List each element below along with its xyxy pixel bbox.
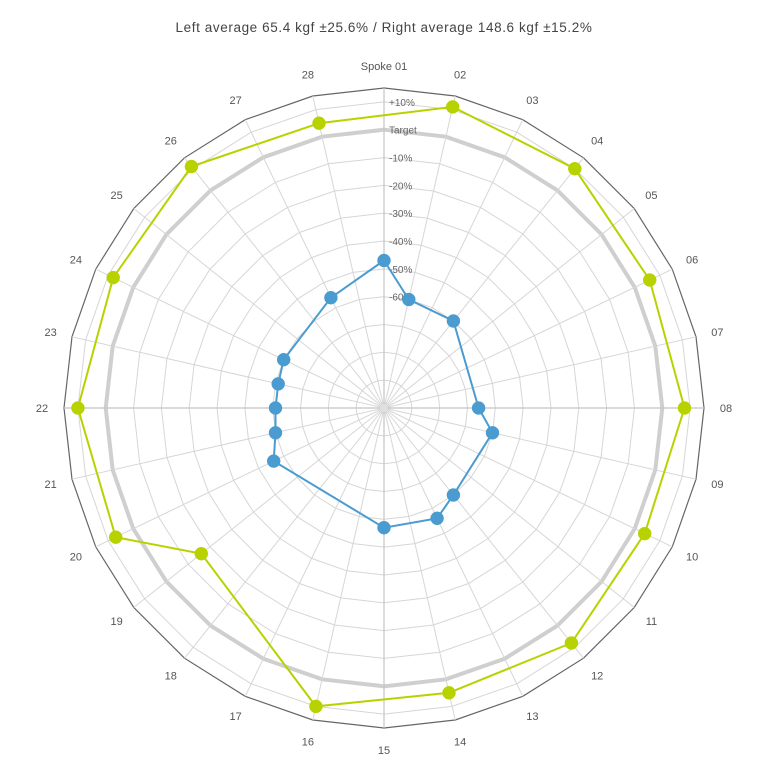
spoke-label: 12: [591, 670, 603, 682]
spoke-label: 10: [686, 551, 698, 563]
spoke-label: 23: [44, 327, 56, 339]
spoke-line: [312, 407, 385, 721]
series-1-point: [485, 426, 500, 440]
series-1-point: [271, 377, 285, 391]
series-2-point: [194, 546, 209, 561]
spoke-label: 14: [454, 736, 466, 748]
scale-label: +10%: [389, 98, 415, 109]
series-2-point: [642, 273, 657, 287]
series-2-point: [312, 116, 326, 130]
spoke-label: 11: [646, 616, 657, 628]
spoke-line: [383, 407, 635, 608]
spoke-line: [383, 336, 697, 409]
spoke-label: 20: [70, 551, 82, 563]
spoke-line: [383, 407, 456, 721]
spoke-label: 27: [229, 95, 241, 107]
spoke-line: [184, 157, 385, 409]
series-2-point: [568, 161, 582, 176]
spoke-line: [383, 95, 456, 409]
series-1-point: [276, 352, 291, 367]
spoke-line: [95, 407, 385, 548]
series-1-point: [324, 290, 338, 305]
series-1-point: [268, 401, 283, 415]
series-2-point: [564, 636, 579, 650]
spoke-line: [383, 407, 697, 480]
series-2-point: [442, 686, 456, 700]
spoke-label: 19: [110, 616, 122, 628]
chart-title: Left average 65.4 kgf ±25.6% / Right ave…: [175, 20, 593, 35]
spoke-label: 18: [165, 670, 177, 682]
spoke-label: 05: [645, 190, 657, 202]
scale-label: -50%: [389, 265, 412, 276]
series-1-point: [377, 253, 391, 268]
spoke-label: Spoke 01: [361, 61, 407, 73]
spoke-label: 21: [44, 479, 56, 491]
series-2-point: [677, 401, 692, 415]
series-1-point: [446, 314, 461, 328]
scale-label: -30%: [389, 209, 412, 220]
scale-label: -10%: [389, 154, 412, 165]
series-1-point: [377, 520, 391, 535]
spoke-label: 22: [36, 403, 48, 415]
series-2-point: [309, 699, 323, 714]
scale-label: -60%: [389, 293, 412, 304]
spoke-label: 13: [526, 711, 538, 723]
series-1-point: [471, 401, 486, 415]
series-1-point: [446, 488, 461, 502]
spoke-label: 16: [302, 736, 314, 748]
spoke-line: [383, 407, 584, 659]
center-dot: [380, 404, 388, 412]
spoke-line: [383, 119, 524, 409]
scale-label: Target: [389, 126, 417, 137]
spoke-label: 04: [591, 136, 603, 148]
series-2-point: [445, 100, 460, 114]
scale-label: -40%: [389, 237, 412, 248]
spoke-label: 03: [526, 95, 538, 107]
spoke-line: [383, 157, 584, 409]
radar-grid: [63, 87, 705, 729]
spoke-line: [383, 208, 635, 409]
spoke-label: 26: [165, 136, 177, 148]
series-1-point: [266, 454, 281, 468]
spoke-label: 09: [711, 479, 723, 491]
spoke-line: [244, 119, 385, 409]
spoke-label: 06: [686, 255, 698, 267]
spoke-label: 25: [110, 190, 122, 202]
series-2-point: [637, 526, 652, 541]
spoke-line: [184, 407, 385, 659]
spoke-label: 28: [302, 70, 314, 82]
spoke-label: 15: [378, 745, 390, 757]
series-1-point: [402, 292, 416, 307]
spoke-line: [383, 268, 673, 409]
spoke-line: [133, 407, 385, 608]
radar-series: [71, 100, 692, 714]
radar-labels: Spoke 01 02 03 04 05 06 07 08 09 10 11 12 13 14 15 16 17…: [36, 61, 732, 757]
spoke-label: 24: [70, 255, 82, 267]
series-2-point: [108, 530, 123, 544]
spoke-line: [71, 336, 385, 409]
series-1-point: [268, 426, 283, 440]
scale-label: -20%: [389, 181, 412, 192]
spoke-line: [133, 208, 385, 409]
series-2-point: [106, 270, 120, 285]
spoke-line: [95, 268, 385, 409]
series-1-point: [430, 511, 444, 526]
spoke-label: 17: [229, 711, 241, 723]
spoke-line: [71, 407, 385, 480]
spoke-line: [383, 407, 524, 697]
spoke-label: 08: [720, 403, 732, 415]
spoke-label: 02: [454, 70, 466, 82]
spoke-line: [312, 95, 385, 409]
series-2-point: [184, 159, 199, 174]
spoke-line: [244, 407, 385, 697]
spoke-label: 07: [711, 327, 723, 339]
series-2-point: [71, 401, 85, 415]
spoke-line: [383, 407, 673, 548]
